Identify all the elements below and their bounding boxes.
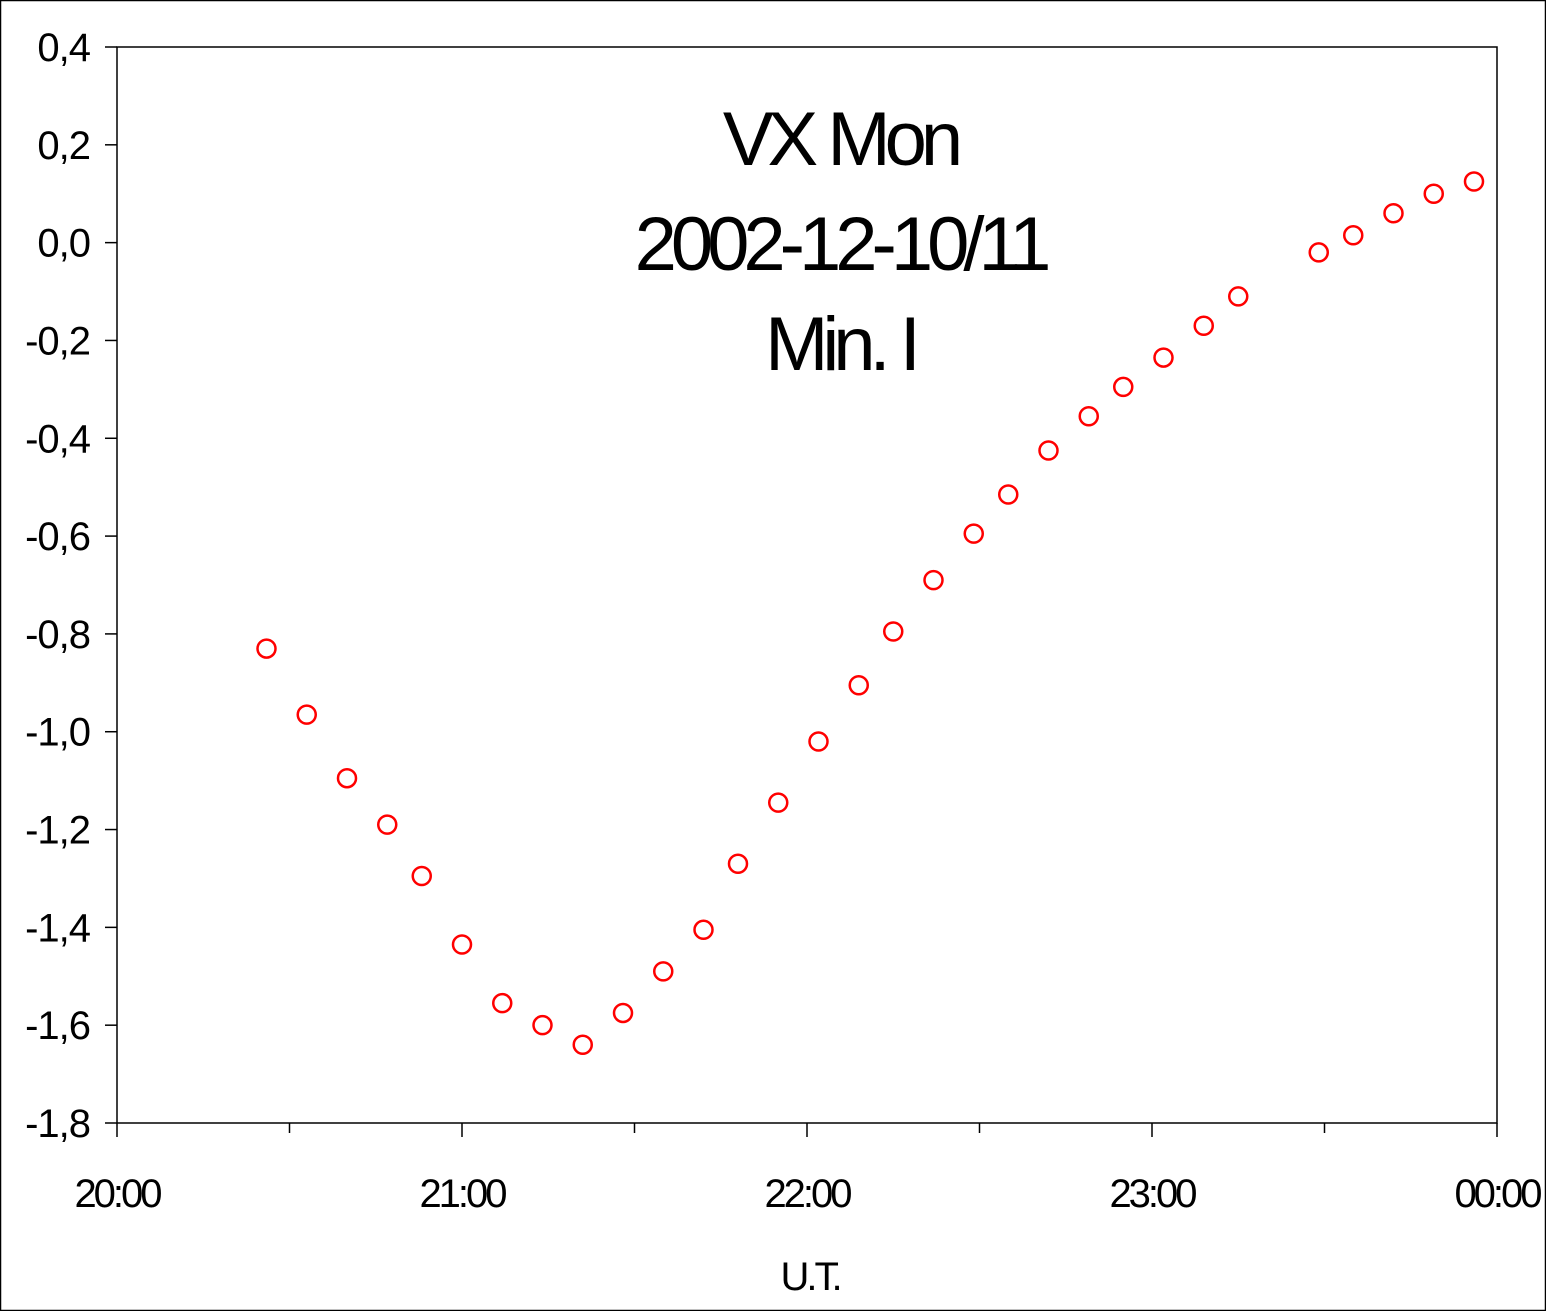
data-point [377, 814, 398, 835]
x-axis-label: U.T. [780, 1255, 839, 1299]
data-point [693, 919, 714, 941]
data-point [256, 638, 277, 659]
data-point [1038, 440, 1059, 461]
data-point [1343, 225, 1364, 246]
title-line-1: VX Mon [723, 97, 959, 182]
y-tick-label: -1,6 [25, 1004, 90, 1048]
chart-title: VX Mon 2002-12-10/11 Min. I [635, 97, 1055, 387]
data-point [1153, 347, 1174, 368]
data-point [1463, 171, 1485, 192]
y-tick-label: 0,4 [37, 26, 90, 70]
data-points [256, 171, 1485, 1055]
x-tick-label: 00:00 [1454, 1172, 1541, 1216]
y-tick-label: -1,2 [25, 809, 90, 853]
data-point [963, 523, 984, 544]
data-point [768, 792, 789, 813]
y-tick-label: 0,2 [37, 124, 90, 168]
y-tick-label: -1,8 [25, 1102, 90, 1146]
data-point [998, 484, 1019, 505]
data-point [1193, 315, 1214, 337]
title-line-2: 2002-12-10/11 [635, 202, 1049, 287]
data-point [411, 865, 432, 887]
data-point [1383, 203, 1404, 224]
data-point [848, 675, 869, 696]
data-point [572, 1034, 593, 1055]
y-tick-label: -0,6 [25, 515, 90, 559]
data-point [1113, 376, 1134, 398]
data-point [653, 961, 674, 982]
data-point [451, 934, 473, 955]
data-point [1423, 183, 1444, 204]
x-tick-label: 23:00 [1109, 1172, 1196, 1216]
data-point [1078, 406, 1099, 427]
x-tick-label: 21:00 [419, 1172, 506, 1216]
data-point [492, 992, 513, 1014]
data-point [1308, 242, 1329, 263]
data-point [296, 704, 317, 725]
x-tick-label: 20:00 [74, 1172, 161, 1216]
y-tick-label: -0,8 [25, 613, 90, 657]
y-tick-label: -1,0 [25, 711, 90, 755]
y-tick-label: -0,2 [25, 319, 90, 363]
data-point [923, 569, 944, 591]
x-tick-label: 22:00 [764, 1172, 851, 1216]
title-line-3: Min. I [765, 302, 915, 387]
data-point [336, 767, 358, 789]
data-point [612, 1002, 634, 1024]
y-tick-label: -1,4 [25, 906, 91, 950]
data-point [532, 1014, 553, 1036]
y-tick-label: -0,4 [25, 417, 91, 461]
data-point [883, 621, 904, 642]
y-tick-label: 0,0 [37, 222, 90, 266]
data-point [808, 731, 829, 752]
axes: 0,4 0,2 0,0 -0,2 -0,4 -0,6 -0,8 -1,0 -1,2 -1,4 -1,… [25, 26, 1544, 1216]
data-point [727, 853, 749, 875]
data-point [1228, 286, 1249, 307]
